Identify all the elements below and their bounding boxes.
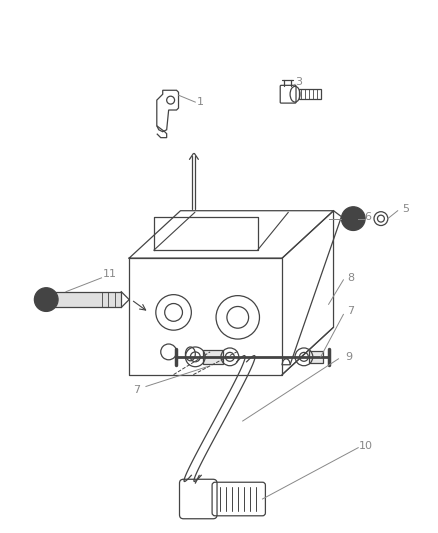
Text: 8: 8 [347,273,354,283]
Text: 7: 7 [347,306,354,317]
Text: 7: 7 [134,385,141,395]
Text: 1: 1 [197,97,204,107]
Text: 9: 9 [345,352,352,362]
Text: 5: 5 [402,204,409,214]
Circle shape [342,207,365,230]
Bar [203,350,223,364]
Text: 3: 3 [296,77,303,87]
Text: 10: 10 [359,441,373,451]
Bar [299,89,321,99]
Text: 11: 11 [102,269,117,279]
Circle shape [34,288,58,311]
Bar [309,351,323,363]
Bar [42,292,121,308]
Text: 6: 6 [364,212,371,222]
